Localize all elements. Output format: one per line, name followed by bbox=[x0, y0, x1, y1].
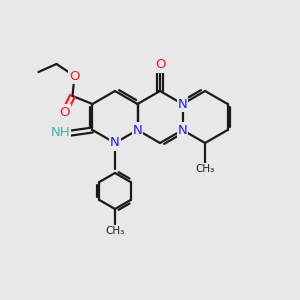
Text: NH: NH bbox=[51, 125, 70, 139]
Text: O: O bbox=[155, 58, 165, 71]
Text: O: O bbox=[69, 70, 80, 83]
Text: N: N bbox=[133, 124, 142, 136]
Text: N: N bbox=[110, 136, 120, 149]
Text: N: N bbox=[178, 124, 188, 136]
Text: CH₃: CH₃ bbox=[105, 226, 124, 236]
Text: CH₃: CH₃ bbox=[195, 164, 215, 174]
Text: N: N bbox=[178, 98, 188, 110]
Text: O: O bbox=[59, 106, 70, 118]
